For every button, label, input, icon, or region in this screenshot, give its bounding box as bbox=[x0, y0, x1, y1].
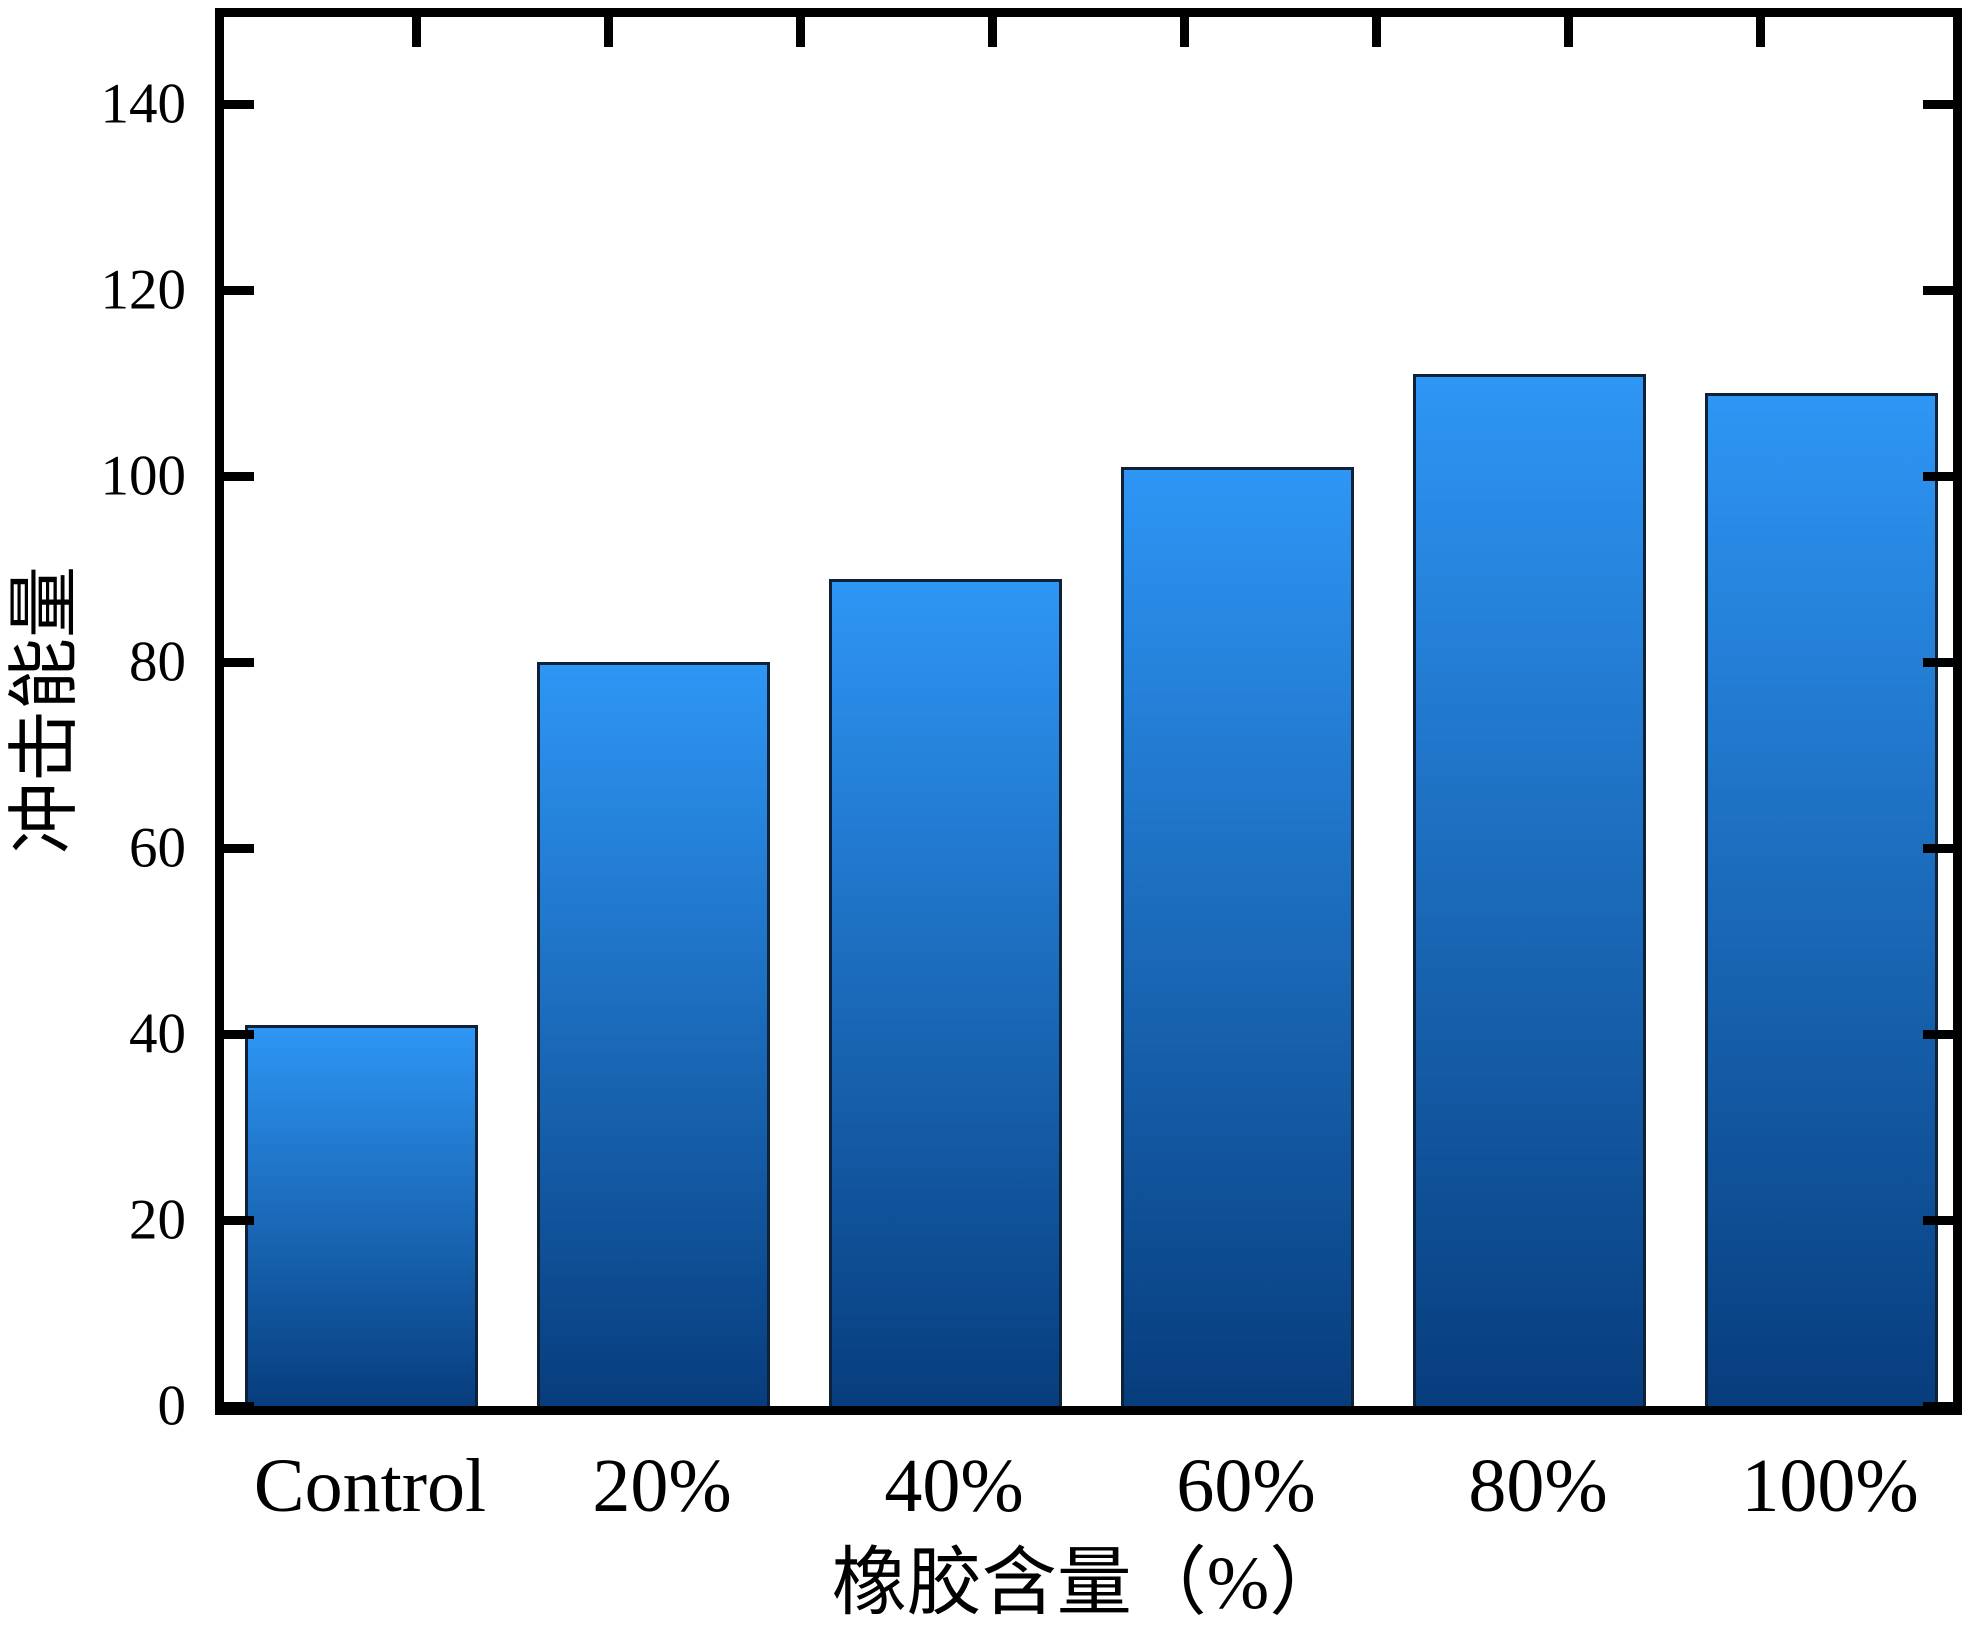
x-tick-label-80%: 80% bbox=[1468, 1444, 1608, 1528]
y-tick-left-0 bbox=[224, 1401, 254, 1411]
bar-40% bbox=[828, 579, 1062, 1406]
y-tick-label-0: 0 bbox=[157, 1374, 187, 1438]
top-axis-tick-1 bbox=[411, 17, 421, 47]
top-axis-tick-8 bbox=[1756, 17, 1766, 47]
y-tick-right-40 bbox=[1923, 1029, 1953, 1039]
bar-Control bbox=[244, 1025, 478, 1406]
bar-20% bbox=[536, 662, 770, 1406]
y-tick-left-100 bbox=[224, 471, 254, 481]
x-tick-label-100%: 100% bbox=[1741, 1444, 1919, 1528]
y-tick-label-100: 100 bbox=[100, 444, 187, 508]
top-axis-tick-5 bbox=[1180, 17, 1190, 47]
bar-60% bbox=[1120, 467, 1354, 1406]
y-axis-title: 冲击能量 bbox=[5, 565, 85, 855]
x-tick-label-40%: 40% bbox=[884, 1444, 1024, 1528]
y-tick-label-80: 80 bbox=[129, 630, 186, 694]
y-tick-left-40 bbox=[224, 1029, 254, 1039]
top-axis-tick-4 bbox=[987, 17, 997, 47]
x-tick-label-20%: 20% bbox=[592, 1444, 732, 1528]
y-tick-left-80 bbox=[224, 657, 254, 667]
x-tick-label-60%: 60% bbox=[1176, 1444, 1316, 1528]
x-tick-label-Control: Control bbox=[253, 1444, 487, 1528]
x-axis-title: 橡胶含量（%） bbox=[831, 1542, 1345, 1625]
y-tick-right-140 bbox=[1923, 99, 1953, 109]
y-tick-left-120 bbox=[224, 285, 254, 295]
y-tick-right-20 bbox=[1923, 1215, 1953, 1225]
top-axis-tick-2 bbox=[603, 17, 613, 47]
y-tick-label-140: 140 bbox=[100, 72, 187, 136]
y-tick-label-120: 120 bbox=[100, 258, 187, 322]
plot-area bbox=[215, 8, 1962, 1415]
bar-80% bbox=[1412, 374, 1646, 1406]
y-tick-left-60 bbox=[224, 843, 254, 853]
y-tick-right-60 bbox=[1923, 843, 1953, 853]
bar-100% bbox=[1704, 393, 1938, 1406]
top-axis-tick-7 bbox=[1564, 17, 1574, 47]
y-tick-left-140 bbox=[224, 99, 254, 109]
y-tick-label-20: 20 bbox=[129, 1188, 186, 1252]
y-tick-right-100 bbox=[1923, 471, 1953, 481]
y-tick-right-80 bbox=[1923, 657, 1953, 667]
y-tick-left-20 bbox=[224, 1215, 254, 1225]
top-axis-tick-6 bbox=[1372, 17, 1382, 47]
y-tick-right-0 bbox=[1923, 1401, 1953, 1411]
y-tick-label-60: 60 bbox=[129, 816, 186, 880]
y-tick-right-120 bbox=[1923, 285, 1953, 295]
top-axis-tick-3 bbox=[795, 17, 805, 47]
y-tick-label-40: 40 bbox=[129, 1002, 186, 1066]
